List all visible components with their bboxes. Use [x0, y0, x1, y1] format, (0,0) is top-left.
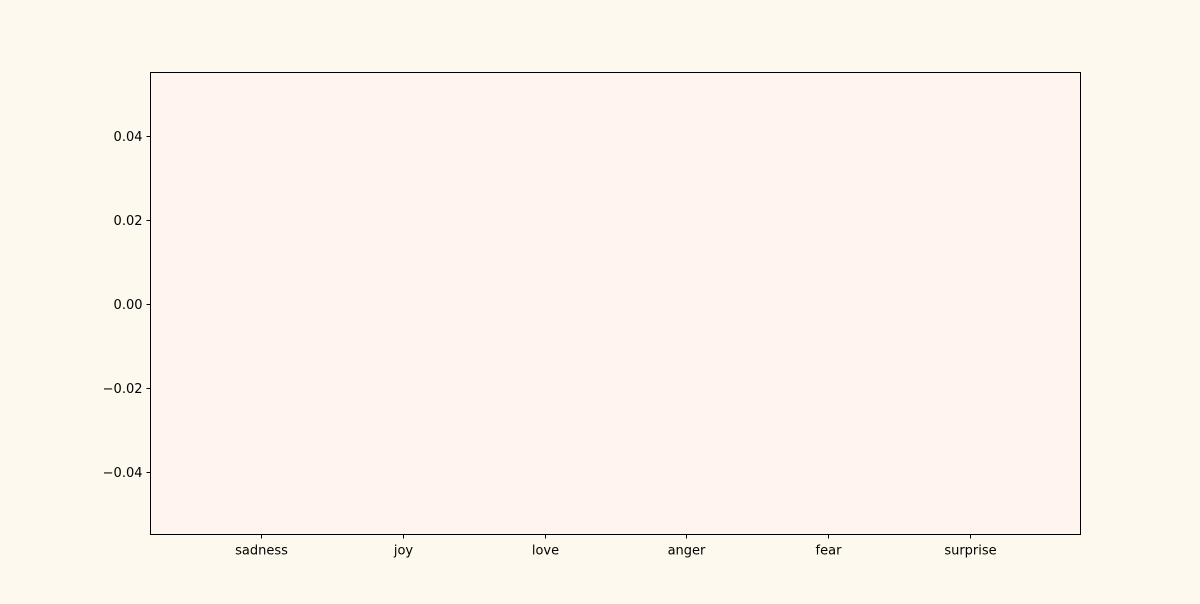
y-tick-label: −0.02 [103, 382, 143, 397]
x-tick-label: joy [393, 544, 414, 559]
y-tick-label: −0.04 [103, 466, 143, 481]
x-tick-label: love [532, 544, 559, 559]
y-tick-label: 0.02 [114, 214, 143, 229]
x-axis: sadness joy love anger fear surprise [235, 534, 997, 559]
y-tick-label: 0.00 [114, 298, 143, 313]
y-axis: −0.04 −0.02 0.00 0.02 0.04 [103, 130, 151, 481]
x-tick-label: sadness [235, 544, 288, 559]
plot-area [150, 72, 1081, 535]
y-tick-label: 0.04 [114, 130, 143, 145]
x-tick-label: anger [668, 544, 706, 559]
x-tick-label: surprise [944, 544, 996, 559]
x-tick-label: fear [816, 544, 843, 559]
